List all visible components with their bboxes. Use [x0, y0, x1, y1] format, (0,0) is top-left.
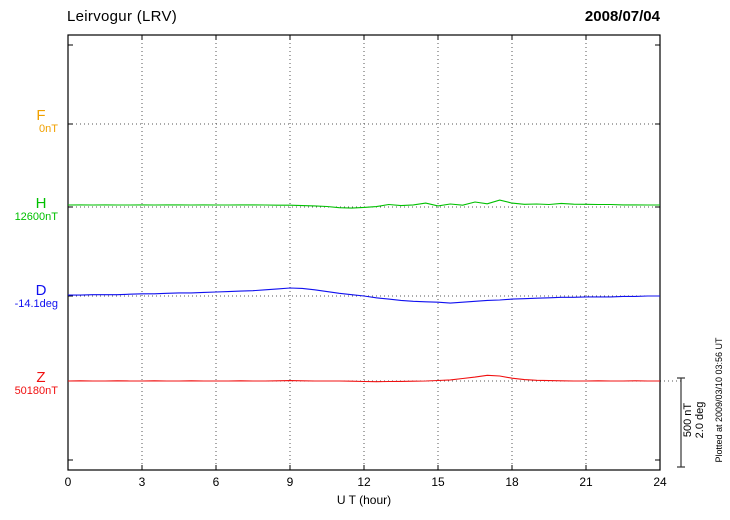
trace-Z: [67, 374, 660, 383]
scale-nt-label: 500 nT: [682, 402, 694, 438]
x-tick-label: 18: [505, 475, 519, 489]
observation-date: 2008/07/04: [584, 8, 660, 25]
x-tick-label: 9: [286, 475, 294, 489]
channel-D-baseline-value: -14.1deg: [14, 298, 58, 310]
channel-D-label: D: [35, 282, 47, 299]
x-tick-label: 12: [357, 475, 371, 489]
trace-D: [68, 287, 660, 304]
station-title: Leirvogur (LRV): [67, 8, 178, 25]
channel-H-label: H: [35, 195, 47, 212]
channel-F-label: F: [36, 107, 46, 124]
plot-frame: [67, 34, 661, 471]
x-tick-label: 0: [64, 475, 72, 489]
channel-H-baseline-value: 12600nT: [14, 211, 58, 223]
channel-Z-baseline-value: 50180nT: [14, 385, 58, 397]
x-tick-label: 24: [653, 475, 667, 489]
scale-bar-label: 500 nT 2.0 deg: [682, 402, 706, 439]
scale-deg-label: 2.0 deg: [694, 401, 706, 439]
x-tick-label: 15: [431, 475, 445, 489]
x-tick-label: 21: [579, 475, 593, 489]
x-tick-label: 6: [212, 475, 220, 489]
channel-Z-label: Z: [36, 369, 46, 386]
x-axis-title: U T (hour): [336, 493, 392, 507]
channel-F-baseline-value: 0nT: [39, 123, 58, 135]
plot-timestamp-note: Plotted at 2009/03/10 03:56 UT: [714, 337, 724, 463]
trace-H: [67, 199, 660, 209]
x-tick-label: 3: [138, 475, 146, 489]
